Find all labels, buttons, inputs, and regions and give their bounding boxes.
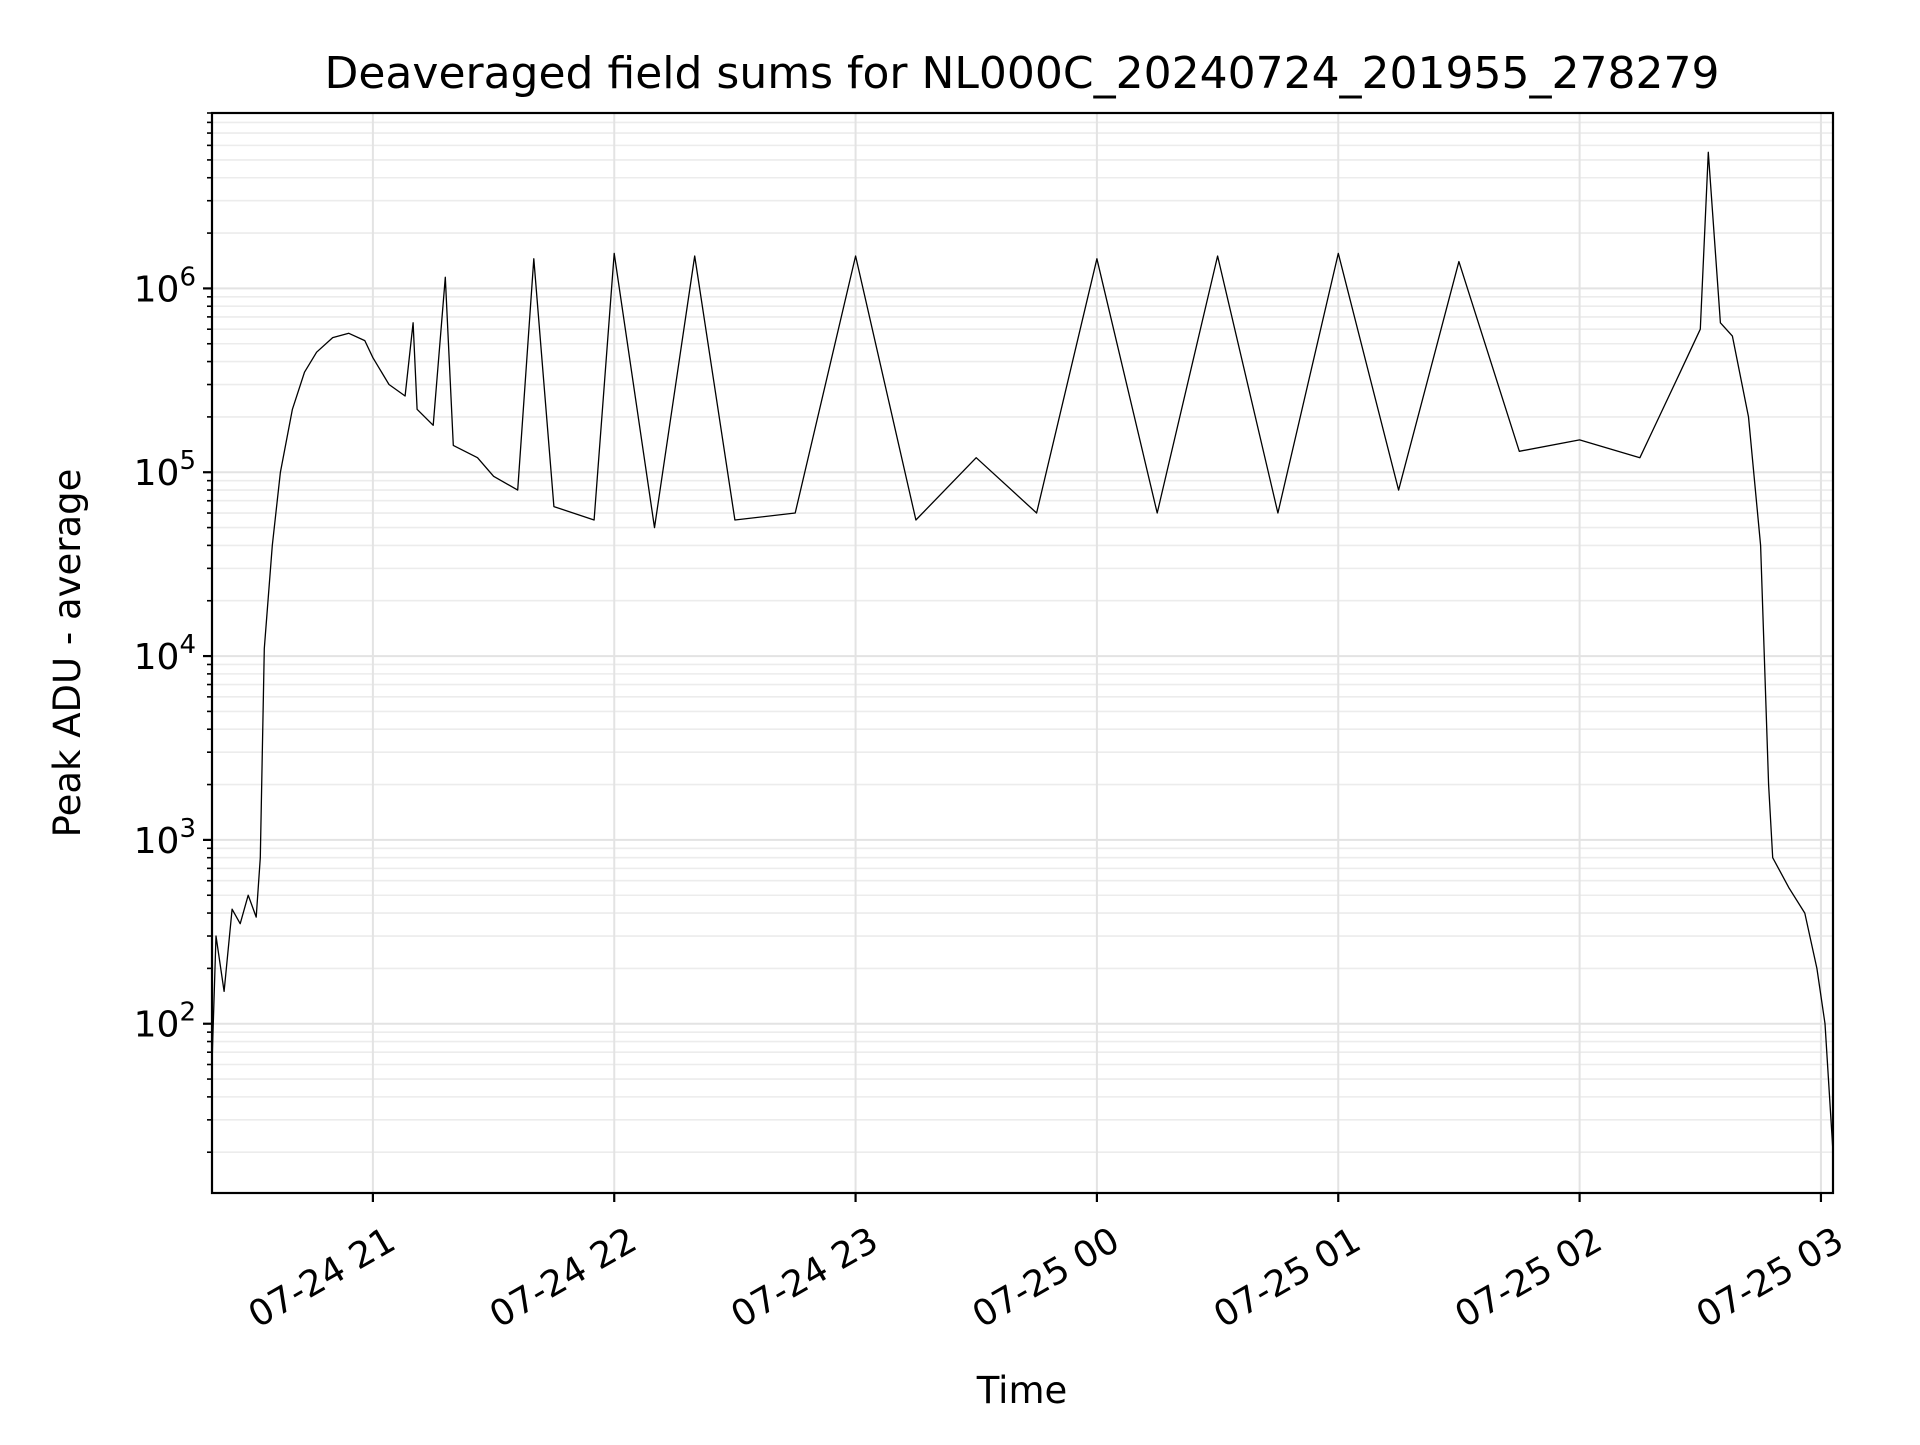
y-tick-label: 102 [134, 998, 196, 1046]
y-tick-label: 103 [134, 814, 196, 862]
y-tick-label: 104 [134, 630, 196, 678]
chart-title: Deaveraged field sums for NL000C_2024072… [324, 48, 1719, 99]
y-axis-label: Peak ADU - average [46, 469, 89, 838]
series-layer [211, 151, 1834, 1153]
plot-frame [210, 111, 1835, 1195]
x-axis-label: Time [976, 1369, 1068, 1412]
grid [212, 112, 1833, 1193]
y-tick-label: 105 [134, 446, 196, 494]
y-tick-label: 106 [134, 262, 196, 310]
series-line [211, 151, 1834, 1153]
